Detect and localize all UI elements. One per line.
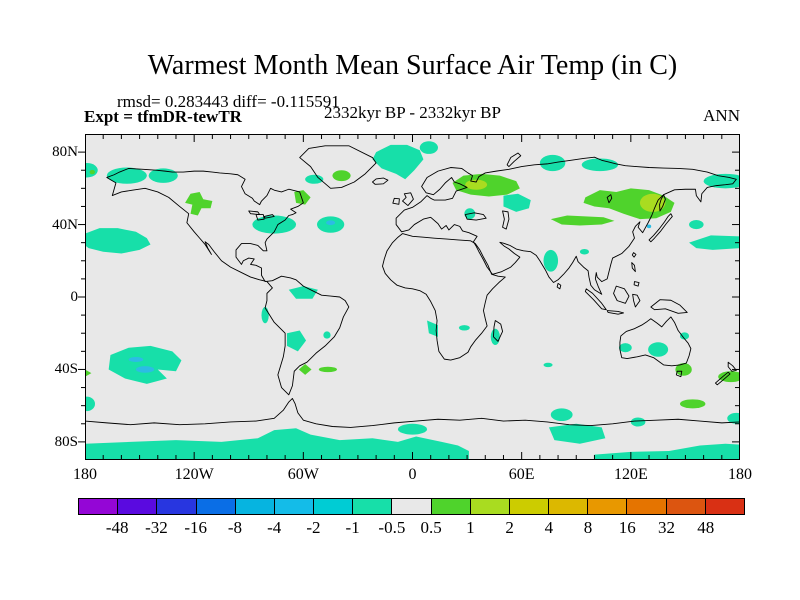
map-plot-area (85, 134, 740, 460)
colorbar-tick-label: 16 (618, 518, 636, 537)
colorbar-cell (274, 499, 315, 514)
colorbar-tick-label: 1 (466, 518, 475, 537)
colorbar-cell (666, 499, 706, 514)
colorbar-cell (157, 499, 197, 514)
colorbar-cell (431, 499, 471, 514)
x-axis-tick-label: 120W (174, 466, 214, 483)
x-axis-tick-label: 60E (508, 466, 535, 483)
colorbar (78, 498, 745, 515)
x-axis-tick-label: 60W (287, 466, 319, 483)
y-axis-tick-label: 80N (52, 144, 78, 161)
x-axis-tick-label: 180 (728, 466, 752, 483)
colorbar-tick-label: -32 (145, 518, 168, 537)
colorbar-cell (470, 499, 510, 514)
colorbar-tick-label: -48 (105, 518, 129, 537)
colorbar-tick-label: -0.5 (378, 518, 406, 537)
colorbar-cell (196, 499, 236, 514)
colorbar-tick-label: 4 (544, 518, 554, 537)
colorbar-cell (314, 499, 354, 514)
colorbar-tick-label: -16 (184, 518, 208, 537)
x-axis-tick-label: 120E (613, 466, 648, 483)
colorbar-tick-label: -8 (227, 518, 243, 537)
x-axis-tick-label: 0 (408, 466, 417, 483)
stats-line: rmsd= 0.283443 diff= -0.115591 (117, 92, 340, 111)
colorbar-tick-label: -4 (267, 518, 282, 537)
colorbar-cell (705, 499, 744, 514)
colorbar-cell (392, 499, 432, 514)
y-axis-tick-label: 40S (54, 361, 78, 378)
colorbar-tick-label: 2 (505, 518, 514, 537)
colorbar-tick-label: 48 (697, 518, 715, 537)
y-axis-tick-label: 80S (54, 433, 78, 450)
colorbar-cell (235, 499, 275, 514)
plot-title: Warmest Month Mean Surface Air Temp (in … (147, 50, 678, 81)
coastlines (85, 146, 740, 428)
anomaly-patches (85, 141, 740, 460)
colorbar-tick-label: -1 (345, 518, 360, 537)
colorbar-cell (353, 499, 393, 514)
y-axis-tick-label: 40N (52, 216, 78, 233)
colorbar-cell (549, 499, 589, 514)
season-label: ANN (703, 106, 740, 125)
colorbar-cell (588, 499, 628, 514)
colorbar-cell (627, 499, 667, 514)
world-map-svg (85, 141, 740, 460)
colorbar-cell (118, 499, 158, 514)
colorbar-tick-label: -2 (306, 518, 321, 537)
experiment-label: Expt = tfmDR-tewTR (84, 107, 242, 126)
colorbar-cell (509, 499, 550, 514)
y-axis-tick-label: 0 (70, 289, 79, 305)
colorbar-tick-label: 8 (583, 518, 593, 537)
colorbar-cell (79, 499, 119, 514)
colorbar-tick-label: 32 (658, 518, 676, 537)
colorbar-tick-label: 0.5 (420, 518, 442, 537)
period-label: 2332kyr BP - 2332kyr BP (324, 103, 501, 122)
x-axis-tick-label: 180 (73, 466, 97, 483)
